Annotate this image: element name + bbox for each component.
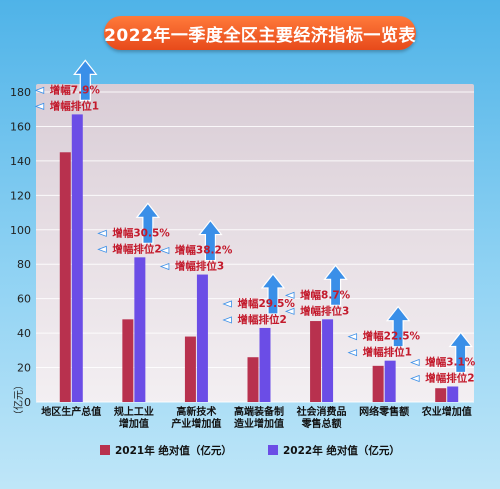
pointer-icon (347, 333, 358, 341)
pointer-icon (410, 374, 420, 383)
growth-rank-label: 增幅排位2 (425, 372, 474, 385)
y-tick-label: 20 (17, 362, 31, 375)
bar-2021 (247, 357, 259, 402)
growth-rank-label: 增幅排位2 (112, 242, 161, 255)
bar-2022 (71, 114, 83, 402)
bar-2021 (372, 365, 384, 402)
category-label: 产业增加值 (171, 417, 221, 430)
bar-2022 (322, 319, 334, 402)
bar-2022 (196, 274, 208, 402)
bar-2021 (184, 336, 196, 402)
legend-label-2022: 2022年 绝对值（亿元） (283, 444, 400, 457)
category-label: 社会消费品 (296, 405, 347, 418)
y-tick-label: 60 (17, 293, 31, 306)
category-label: 高端装备制 (234, 405, 284, 418)
chart-title: 2022年一季度全区主要经济指标一览表 (104, 16, 416, 50)
category-label: 网络零售额 (359, 405, 409, 418)
growth-rank-label: 增幅排位3 (175, 260, 224, 273)
bar-2022 (447, 386, 459, 402)
y-tick-label: 180 (10, 86, 31, 99)
bar-2022 (134, 257, 146, 402)
bar-2021 (435, 388, 447, 402)
y-tick-label: 0 (24, 396, 31, 409)
growth-rank-label: 增幅排位1 (50, 99, 99, 112)
legend-swatch-2022 (268, 445, 278, 455)
growth-arrow-icon (385, 305, 411, 348)
bar-2022 (384, 360, 396, 402)
category-label: 造业增加值 (234, 417, 284, 430)
legend-label-2021: 2021年 绝对值（亿元） (115, 444, 232, 457)
growth-rate-label: 增幅8.7% (300, 288, 351, 301)
pointer-icon (222, 300, 232, 308)
growth-rate-label: 增幅30.5% (112, 226, 170, 239)
bar-2021 (59, 152, 71, 402)
pointer-icon (159, 262, 170, 271)
growth-arrow-icon (73, 59, 98, 101)
pointer-icon (97, 245, 107, 253)
pointer-icon (97, 229, 107, 237)
growth-rate-label: 增幅22.5% (363, 330, 421, 343)
pointer-icon (34, 102, 45, 110)
pointer-icon (222, 316, 232, 324)
growth-rank-label: 增幅排位3 (300, 304, 349, 317)
growth-arrow-icon (323, 264, 348, 306)
y-tick-label: 140 (10, 155, 31, 168)
growth-rank-label: 增幅排位1 (363, 346, 412, 359)
category-label: 农业增加值 (421, 405, 472, 418)
plot-panel (36, 84, 474, 402)
y-axis-label: （亿元） (12, 380, 25, 420)
y-tick-label: 100 (10, 224, 31, 237)
growth-arrow-icon (135, 202, 161, 244)
pointer-icon (347, 349, 358, 357)
category-label: 增加值 (119, 417, 149, 430)
y-tick-label: 160 (10, 120, 31, 133)
y-tick-label: 80 (17, 258, 31, 271)
bar-2021 (310, 321, 322, 402)
growth-arrow-icon (260, 272, 286, 315)
growth-arrow-icon (198, 219, 223, 262)
legend-swatch-2021 (100, 445, 110, 455)
bar-2021 (122, 319, 134, 402)
category-label: 地区生产总值 (41, 405, 101, 418)
growth-rate-label: 增幅3.1% (425, 356, 476, 369)
growth-rate-label: 增幅29.5% (238, 297, 296, 310)
category-label: 规上工业 (114, 405, 154, 418)
pointer-icon (34, 86, 45, 94)
category-label: 零售总额 (301, 417, 342, 430)
pointer-icon (284, 291, 295, 299)
y-tick-label: 40 (17, 327, 31, 340)
growth-rate-label: 增幅38.2% (175, 244, 233, 257)
bar-2022 (259, 327, 271, 402)
growth-arrow-icon (448, 331, 473, 374)
growth-rate-label: 增幅7.9% (50, 83, 101, 96)
category-label: 高新技术 (176, 405, 216, 418)
growth-rank-label: 增幅排位2 (238, 313, 287, 326)
pointer-icon (410, 358, 420, 367)
pointer-icon (284, 307, 295, 315)
y-tick-label: 120 (10, 189, 31, 202)
pointer-icon (159, 246, 170, 255)
